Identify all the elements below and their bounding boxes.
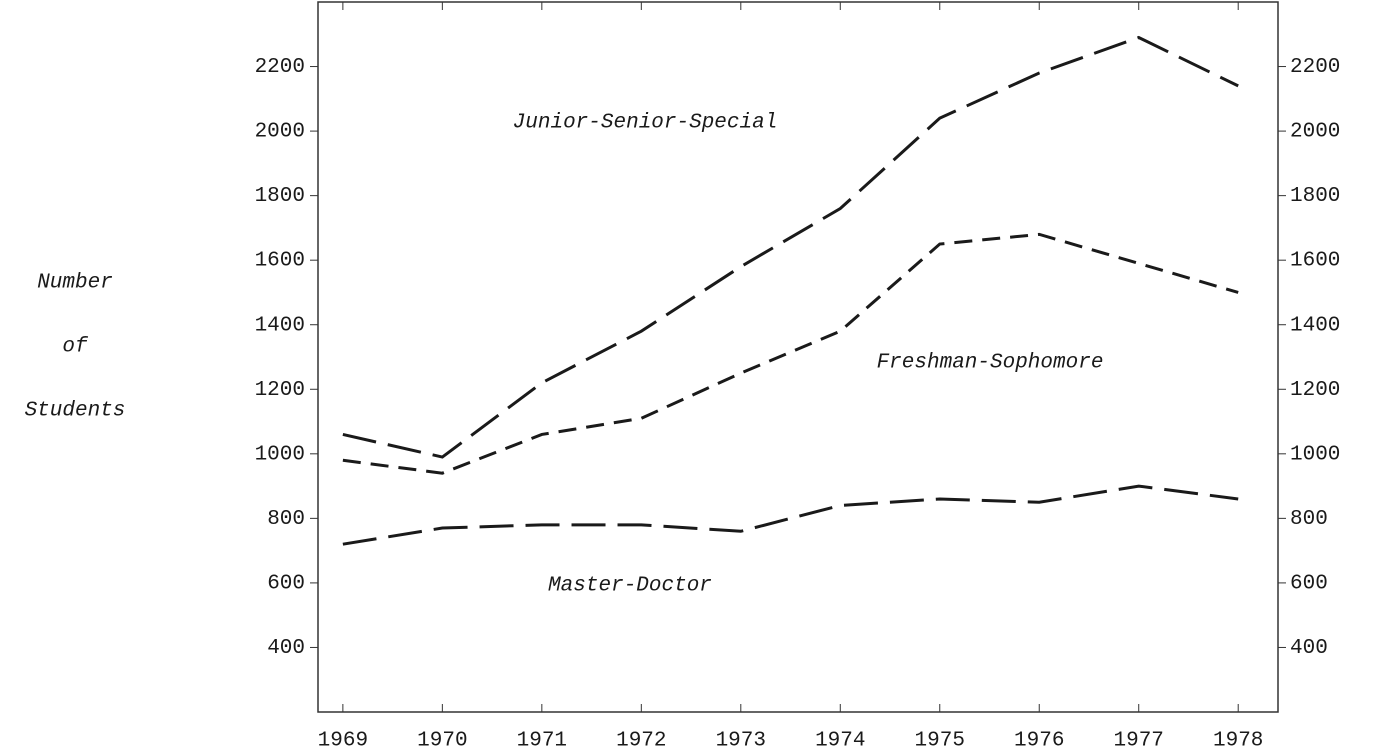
series-line — [342, 484, 1239, 546]
x-tick-label: 1973 — [716, 730, 766, 753]
y-tick-label: 2200 — [255, 56, 305, 79]
y-tick-label: 1800 — [255, 185, 305, 208]
y-axis-label: of — [62, 336, 89, 359]
x-tick-label: 1974 — [815, 730, 865, 753]
y2-tick-label: 1400 — [1290, 314, 1340, 337]
y-axis-label: Students — [25, 400, 126, 423]
y2-tick-label: 600 — [1290, 572, 1328, 595]
series-line — [342, 232, 1239, 475]
x-tick-label: 1969 — [318, 730, 368, 753]
series-line — [342, 35, 1239, 459]
x-tick-label: 1976 — [1014, 730, 1064, 753]
y-tick-label: 400 — [267, 637, 305, 660]
y-tick-label: 1400 — [255, 314, 305, 337]
x-tick-label: 1975 — [915, 730, 965, 753]
y2-tick-label: 1600 — [1290, 250, 1340, 273]
y2-tick-label: 1800 — [1290, 185, 1340, 208]
y-tick-label: 1200 — [255, 379, 305, 402]
y2-tick-label: 400 — [1290, 637, 1328, 660]
y-tick-label: 1000 — [255, 443, 305, 466]
series-label: Freshman-Sophomore — [877, 352, 1104, 375]
y2-tick-label: 1000 — [1290, 443, 1340, 466]
x-tick-label: 1978 — [1213, 730, 1263, 753]
y2-tick-label: 1200 — [1290, 379, 1340, 402]
x-tick-label: 1972 — [616, 730, 666, 753]
x-tick-label: 1970 — [417, 730, 467, 753]
series-label: Master-Doctor — [548, 575, 712, 598]
y-tick-label: 800 — [267, 508, 305, 531]
y-tick-label: 2000 — [255, 121, 305, 144]
x-tick-label: 1971 — [517, 730, 567, 753]
y2-tick-label: 2000 — [1290, 121, 1340, 144]
series-label: Junior-Senior-Special — [513, 112, 778, 135]
y-axis-label: Number — [37, 272, 113, 295]
y-tick-label: 600 — [267, 572, 305, 595]
y2-tick-label: 800 — [1290, 508, 1328, 531]
x-tick-label: 1977 — [1114, 730, 1164, 753]
y2-tick-label: 2200 — [1290, 56, 1340, 79]
y-tick-label: 1600 — [255, 250, 305, 273]
plot-frame — [317, 1, 1279, 713]
